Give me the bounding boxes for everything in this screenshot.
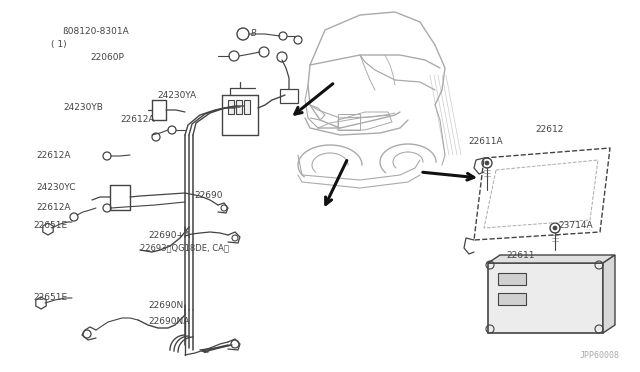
Bar xyxy=(498,293,526,305)
Text: 22611A: 22611A xyxy=(468,138,502,147)
Text: 23714A: 23714A xyxy=(558,221,593,230)
Text: ß08120-8301A: ß08120-8301A xyxy=(62,28,129,36)
Text: B: B xyxy=(251,29,257,38)
Bar xyxy=(488,263,603,333)
Bar xyxy=(280,89,298,103)
Bar xyxy=(498,273,526,285)
Text: 22651E: 22651E xyxy=(33,294,67,302)
Circle shape xyxy=(485,161,489,165)
Bar xyxy=(244,100,250,114)
Polygon shape xyxy=(603,255,615,333)
Text: 24230YB: 24230YB xyxy=(63,103,103,112)
Text: 22612A: 22612A xyxy=(120,115,154,124)
Text: 24230YA: 24230YA xyxy=(157,92,196,100)
Text: 22693〈QG18DE, CA〉: 22693〈QG18DE, CA〉 xyxy=(140,244,229,253)
Text: 22612A: 22612A xyxy=(36,203,70,212)
Polygon shape xyxy=(488,255,615,263)
Text: JPP60008: JPP60008 xyxy=(580,351,620,360)
Text: 24230YC: 24230YC xyxy=(36,183,76,192)
Circle shape xyxy=(553,226,557,230)
Text: 22690: 22690 xyxy=(194,192,223,201)
Text: 22651E: 22651E xyxy=(33,221,67,231)
Text: 22060P: 22060P xyxy=(90,52,124,61)
Text: 22690NA: 22690NA xyxy=(148,317,189,327)
Text: 22690+A: 22690+A xyxy=(148,231,190,241)
Text: 22612: 22612 xyxy=(535,125,563,135)
Bar xyxy=(338,114,360,130)
Text: 22690N: 22690N xyxy=(148,301,183,310)
Bar xyxy=(236,100,242,114)
Text: 22611: 22611 xyxy=(506,250,534,260)
Text: 22612A: 22612A xyxy=(36,151,70,160)
Bar xyxy=(228,100,234,114)
Text: ( 1): ( 1) xyxy=(51,39,67,48)
